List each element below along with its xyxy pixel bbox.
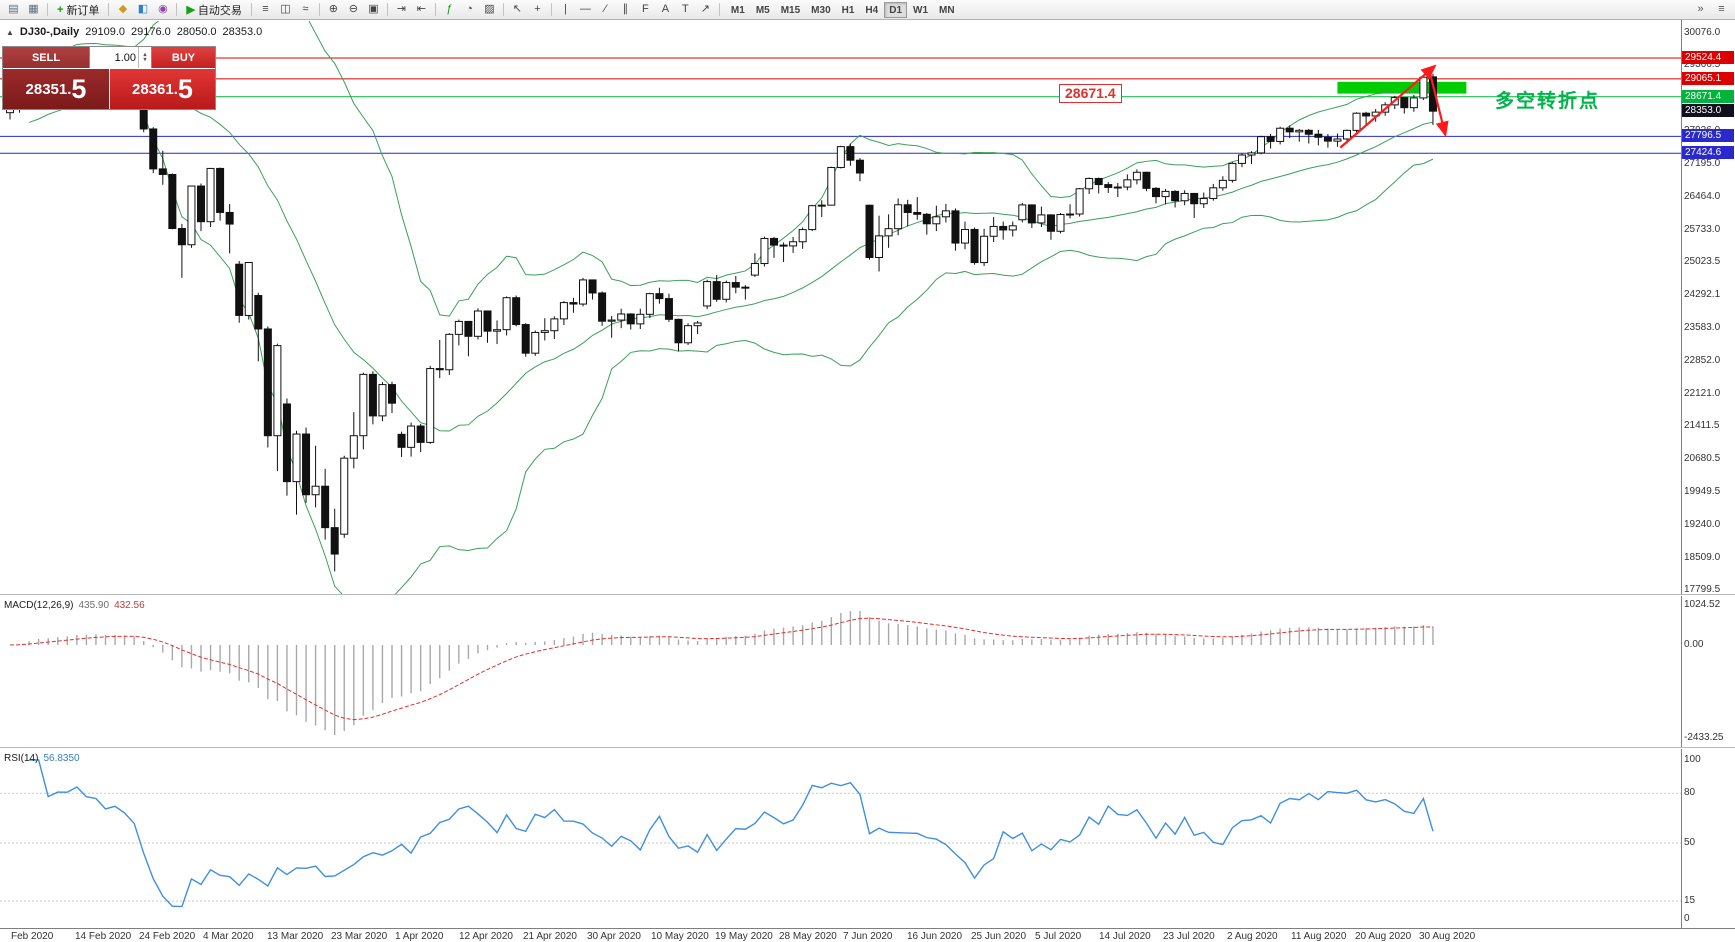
profiles-icon[interactable]: ▦	[28, 3, 39, 15]
new-order-button[interactable]: + 新订单	[52, 1, 104, 18]
channel-tool-icon[interactable]: ∥	[622, 3, 629, 15]
toolbar-separator	[434, 3, 436, 16]
timeframe-switcher: M1 M5 M15 M30 H1 H4 D1 W1 MN	[726, 1, 960, 18]
price-pip-digit: 5	[177, 73, 193, 104]
auto-trading-button-label: 自动交易	[197, 4, 242, 17]
rsi-value: 56.8350	[43, 753, 80, 764]
ohlc-close: 28353.0	[222, 26, 263, 38]
macd-layer	[9, 610, 1434, 735]
macd-main-value: 435.90	[78, 600, 110, 611]
periods-icon[interactable]: ◔	[466, 3, 473, 15]
one-click-trading-panel: SELL 1.00 ▴ ▾ BUY 28351. 5 28361. 5	[2, 46, 216, 110]
sell-button[interactable]: SELL	[3, 47, 89, 68]
data-window-icon[interactable]: ◧	[137, 3, 149, 15]
spin-down-icon[interactable]: ▾	[143, 56, 147, 63]
zoom-out-icon[interactable]: ⊖	[348, 3, 359, 15]
cursor-tool-icon[interactable]: ↖	[512, 3, 523, 15]
buy-button[interactable]: BUY	[152, 47, 215, 68]
price-callout-label[interactable]: 28671.4	[1059, 84, 1122, 103]
buy-price-button[interactable]: 28361. 5	[110, 69, 215, 109]
chart-ohlc-header: ▲ DJ30-,Daily 29109.0 29176.0 28050.0 28…	[6, 26, 262, 38]
ohlc-high: 29176.0	[131, 26, 171, 38]
label-tool-icon[interactable]: T	[682, 3, 689, 15]
trendline-tool-icon[interactable]: ∕	[604, 3, 607, 15]
macd-signal-value: 432.56	[114, 600, 145, 611]
toolbar-separator	[718, 3, 720, 16]
fibonacci-tool-icon[interactable]: F	[642, 3, 649, 15]
indicators-icon[interactable]: ƒ	[446, 3, 453, 15]
new-order-button-icon: +	[57, 3, 64, 16]
zoom-in-icon[interactable]: ⊕	[328, 3, 339, 15]
toolbar: ▤ ▦ + 新订单 ◆ ◧ ◉ ▶ 自动交易 ≡ ◫ ≈ ⊕ ⊖ ▣ ⇥ ⇤ ƒ ◔ ▨ ↖ + | — ∕ ∥ F A T ↗ M1 M5 M…	[0, 0, 1735, 20]
vertical-line-tool-icon[interactable]: |	[563, 3, 567, 15]
price-main-digits: 28361.	[132, 80, 178, 98]
candlestick-mode-icon[interactable]: ◫	[280, 3, 291, 15]
timeframe-m5[interactable]: M5	[755, 4, 770, 16]
toolbar-separator	[550, 3, 552, 16]
rsi-header: RSI(14) 56.8350	[4, 753, 80, 764]
one-click-toggle-icon[interactable]: ▲	[6, 27, 14, 37]
arrows-tool-icon[interactable]: ↗	[700, 3, 711, 15]
ohlc-low: 28050.0	[176, 26, 217, 38]
toolbar-right-group: » ≡	[1691, 1, 1731, 18]
navigator-icon[interactable]: ◉	[158, 3, 168, 15]
chart-shift-icon[interactable]: ⇤	[416, 3, 427, 15]
toolbar-separator	[386, 3, 388, 16]
rsi-layer	[0, 759, 1681, 908]
new-order-button-label: 新订单	[66, 4, 100, 17]
timeframe-h1[interactable]: H1	[841, 4, 855, 16]
turning-point-note: 多空转折点	[1495, 91, 1601, 112]
templates-icon[interactable]: ▨	[484, 3, 495, 15]
volume-spinner[interactable]: ▴ ▾	[138, 47, 151, 68]
timeframe-m1[interactable]: M1	[730, 4, 745, 16]
toolbar-separator	[250, 3, 252, 16]
toolbar-separator	[108, 3, 110, 16]
toolbar-separator	[502, 3, 504, 16]
zone-annotation-layer	[1337, 81, 1467, 94]
toolbar-separator	[318, 3, 320, 16]
spin-up-icon[interactable]: ▴	[143, 51, 147, 58]
line-chart-mode-icon[interactable]: ≈	[302, 3, 309, 15]
horizontal-line-tool-icon[interactable]: —	[579, 3, 591, 15]
rsi-label: RSI(14)	[4, 753, 39, 764]
volume-value: 1.00	[114, 51, 136, 64]
bar-chart-mode-icon[interactable]: ≡	[262, 3, 269, 15]
auto-trading-button-icon: ▶	[186, 4, 195, 16]
auto-scroll-icon[interactable]: ⇥	[396, 3, 407, 15]
new-chart-icon[interactable]: ▤	[8, 3, 19, 15]
toolbar-separator	[47, 3, 48, 16]
toolbar-separator	[176, 3, 178, 16]
toolbar-overflow-icon[interactable]: »	[1697, 3, 1704, 15]
panel-splitter-rsi[interactable]	[0, 747, 1735, 749]
market-watch-icon[interactable]: ◆	[118, 3, 128, 15]
timeframe-m30[interactable]: M30	[811, 4, 831, 16]
ohlc-open: 29109.0	[85, 26, 125, 38]
volume-input[interactable]: 1.00 ▴ ▾	[89, 47, 152, 68]
tile-windows-icon[interactable]: ▣	[368, 3, 379, 15]
candles-layer	[6, 55, 1437, 572]
toolbar-menu-icon[interactable]: ≡	[1718, 3, 1725, 15]
price-pip-digit: 5	[71, 73, 87, 104]
macd-label: MACD(12,26,9)	[4, 600, 74, 611]
timeframe-w1[interactable]: W1	[913, 4, 929, 16]
sell-price-button[interactable]: 28351. 5	[3, 69, 110, 109]
panel-splitter-macd[interactable]	[0, 594, 1735, 596]
crosshair-tool-icon[interactable]: +	[534, 3, 541, 15]
timeframe-m15[interactable]: M15	[780, 4, 801, 16]
price-main-digits: 28351.	[25, 80, 72, 98]
arrow-annotations-layer	[1339, 64, 1449, 149]
bollinger-layer	[28, 21, 1434, 594]
axis-frame-layer	[0, 20, 1735, 929]
auto-trading-button[interactable]: ▶ 自动交易	[181, 1, 246, 18]
timeframe-h4[interactable]: H4	[865, 4, 879, 16]
text-tool-icon[interactable]: A	[661, 3, 670, 15]
macd-header: MACD(12,26,9) 435.90 432.56	[4, 600, 145, 611]
timeframe-d1[interactable]: D1	[884, 1, 908, 18]
symbol-title: DJ30-,Daily	[19, 26, 80, 38]
timeframe-mn[interactable]: MN	[939, 4, 955, 16]
